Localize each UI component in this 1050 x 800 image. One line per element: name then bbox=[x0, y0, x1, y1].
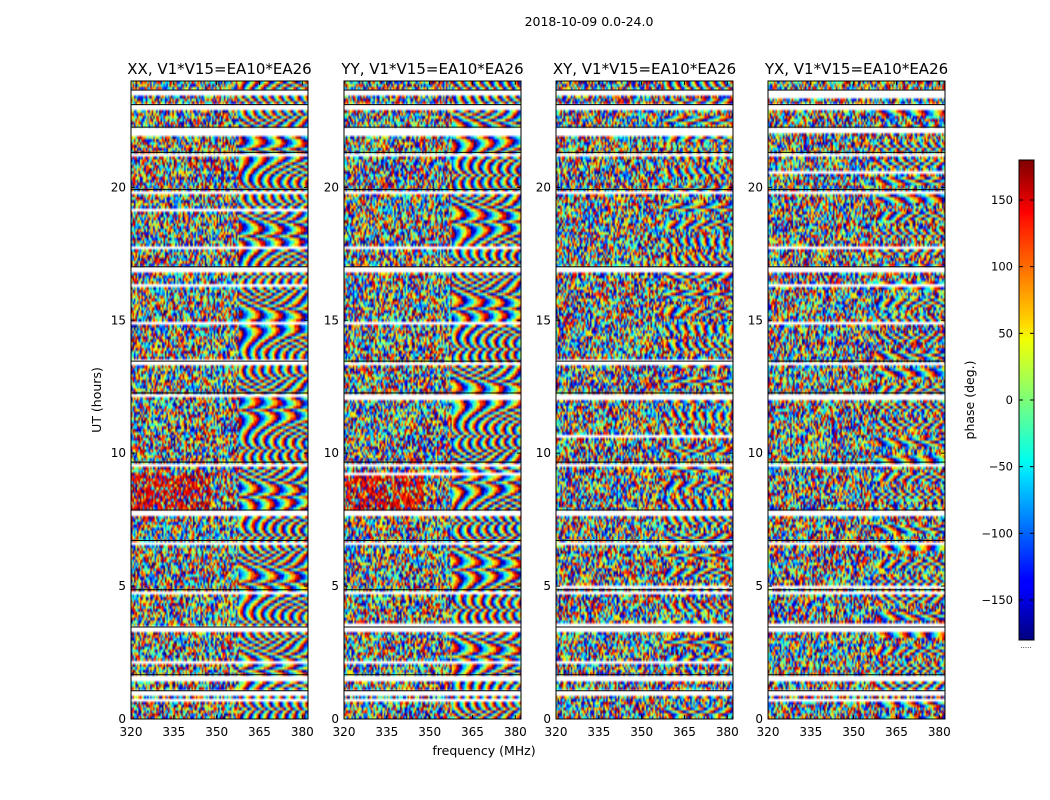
y-tick-label: 0 bbox=[331, 712, 339, 726]
x-tick-label: 320 bbox=[120, 725, 143, 739]
plot-frame bbox=[767, 80, 946, 720]
x-tick-label: 335 bbox=[162, 725, 185, 739]
x-tick-label: 320 bbox=[545, 725, 568, 739]
panel-2: YY, V1*V15=EA10*EA26 320 335 350 365 380 0 5 10 1… bbox=[324, 60, 527, 739]
colorbar-tick-label: −150 bbox=[981, 593, 1013, 607]
x-tick-label: 350 bbox=[418, 725, 441, 739]
panel-3: XY, V1*V15=EA10*EA26 320 335 350 365 380 0 5 10 1… bbox=[536, 60, 739, 739]
x-tick-label: 365 bbox=[461, 725, 484, 739]
panel-title: YY, V1*V15=EA10*EA26 bbox=[340, 60, 523, 78]
colorbar-label: phase (deg.) bbox=[962, 361, 977, 440]
plot-frame bbox=[555, 80, 734, 720]
x-tick-label: 350 bbox=[842, 725, 865, 739]
phase-image bbox=[768, 81, 945, 719]
y-tick-label: 5 bbox=[755, 579, 763, 593]
x-tick-label: 365 bbox=[885, 725, 908, 739]
y-tick-label: 20 bbox=[536, 180, 551, 194]
x-tick-label: 335 bbox=[375, 725, 398, 739]
colorbar-ticks: −150 −100 −50 0 50 100 150 bbox=[981, 193, 1034, 607]
x-tick-label: 365 bbox=[248, 725, 271, 739]
y-tick-label: 10 bbox=[748, 446, 763, 460]
y-tick-label: 20 bbox=[111, 180, 126, 194]
x-tick-label: 350 bbox=[630, 725, 653, 739]
x-tick-label: 365 bbox=[673, 725, 696, 739]
y-tick-label: 20 bbox=[748, 180, 763, 194]
plot-frame bbox=[343, 80, 522, 720]
plot-frame bbox=[130, 80, 309, 720]
panels-group: XX, V1*V15=EA10*EA26 320 335 350 365 380 0 5 10 1… bbox=[111, 60, 951, 739]
y-tick-label: 0 bbox=[118, 712, 126, 726]
panel-4: YX, V1*V15=EA10*EA26 320 335 350 365 380 0 5 10 1… bbox=[748, 60, 951, 739]
colorbar-tick-label: 100 bbox=[991, 260, 1013, 274]
phase-image bbox=[556, 81, 733, 719]
x-tick-label: 335 bbox=[587, 725, 610, 739]
y-axis-label: UT (hours) bbox=[89, 367, 104, 433]
phase-image bbox=[131, 81, 308, 719]
colorbar-tick-label: −100 bbox=[981, 526, 1013, 540]
y-tick-label: 0 bbox=[543, 712, 551, 726]
x-tick-label: 380 bbox=[504, 725, 527, 739]
y-tick-label: 0 bbox=[755, 712, 763, 726]
y-tick-label: 20 bbox=[324, 180, 339, 194]
x-tick-label: 320 bbox=[757, 725, 780, 739]
colorbar-tick-label: −50 bbox=[989, 460, 1013, 474]
y-tick-label: 5 bbox=[543, 579, 551, 593]
figure-suptitle: 2018-10-09 0.0-24.0 bbox=[525, 14, 654, 29]
x-tick-label: 380 bbox=[928, 725, 951, 739]
panel-title: XX, V1*V15=EA10*EA26 bbox=[127, 60, 311, 78]
y-tick-label: 15 bbox=[748, 313, 763, 327]
x-tick-label: 350 bbox=[205, 725, 228, 739]
y-tick-label: 5 bbox=[331, 579, 339, 593]
y-tick-label: 15 bbox=[536, 313, 551, 327]
x-tick-label: 335 bbox=[799, 725, 822, 739]
y-tick-label: 10 bbox=[536, 446, 551, 460]
x-tick-label: 320 bbox=[333, 725, 356, 739]
y-tick-label: 10 bbox=[111, 446, 126, 460]
y-tick-label: 10 bbox=[324, 446, 339, 460]
colorbar: −150 −100 −50 0 50 100 150 phase (deg.) ..... bbox=[962, 159, 1035, 650]
colorbar-tick-label: 50 bbox=[998, 326, 1013, 340]
y-tick-label: 15 bbox=[111, 313, 126, 327]
y-tick-label: 5 bbox=[118, 579, 126, 593]
colorbar-tick-label: 0 bbox=[1006, 393, 1013, 407]
panel-title: YX, V1*V15=EA10*EA26 bbox=[764, 60, 948, 78]
x-axis-label: frequency (MHz) bbox=[432, 743, 535, 758]
colorbar-tick-label: 150 bbox=[991, 193, 1013, 207]
phase-image bbox=[344, 81, 521, 719]
colorbar-footer: ..... bbox=[1020, 642, 1031, 650]
panel-1: XX, V1*V15=EA10*EA26 320 335 350 365 380 0 5 10 1… bbox=[111, 60, 314, 739]
x-tick-label: 380 bbox=[291, 725, 314, 739]
x-tick-label: 380 bbox=[716, 725, 739, 739]
y-tick-label: 15 bbox=[324, 313, 339, 327]
panel-title: XY, V1*V15=EA10*EA26 bbox=[553, 60, 736, 78]
